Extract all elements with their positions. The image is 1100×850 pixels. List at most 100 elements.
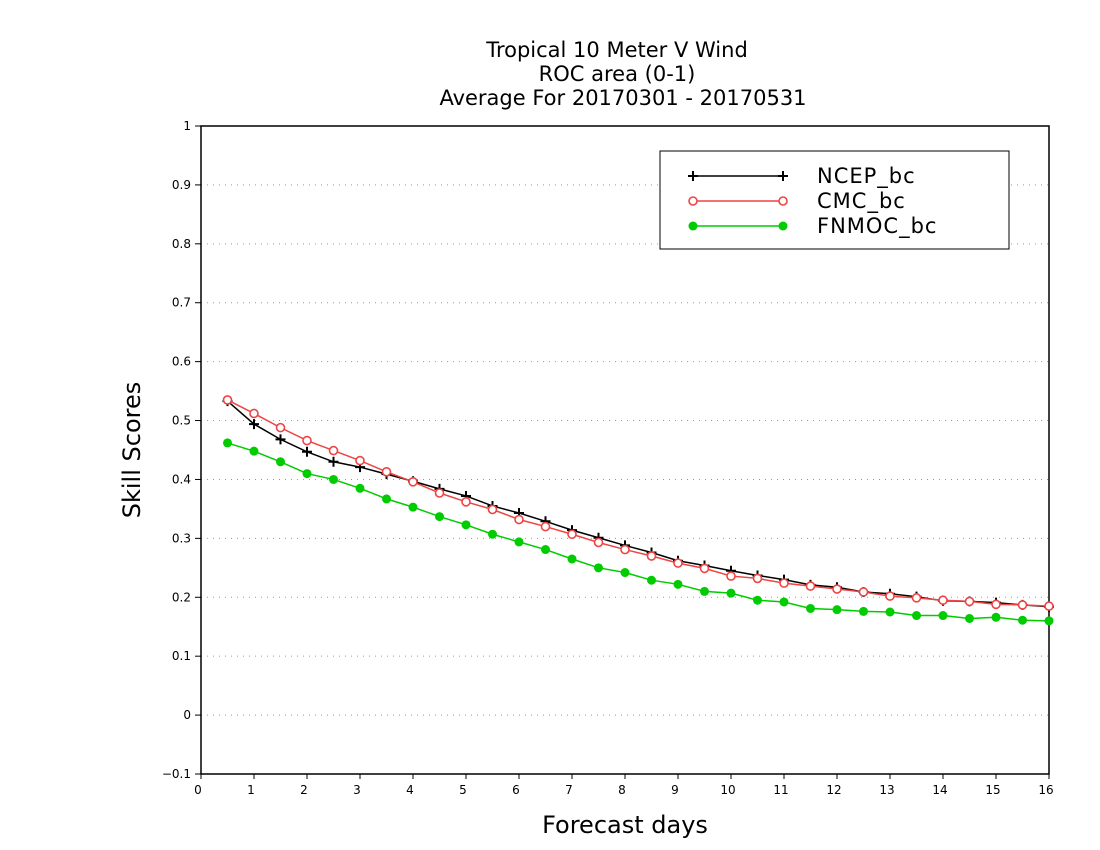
series-ncep-bc	[222, 396, 1054, 612]
legend-marker-fnmoc-bc	[778, 221, 788, 231]
data-point-fnmoc-bc	[488, 529, 497, 539]
data-point-fnmoc-bc	[541, 545, 550, 555]
data-point-cmc-bc	[911, 593, 922, 603]
y-tick-label: 0	[183, 708, 191, 722]
data-point-cmc-bc	[699, 563, 710, 574]
data-point-fnmoc-bc	[329, 474, 338, 484]
x-tick-label: 10	[720, 783, 735, 797]
data-point-cmc-bc	[726, 571, 736, 581]
data-point-cmc-bc	[938, 595, 948, 606]
x-axis-label: Forecast days	[542, 811, 708, 839]
data-point-fnmoc-bc	[382, 494, 391, 504]
data-point-cmc-bc	[964, 596, 975, 607]
x-tick-label: 15	[985, 783, 1000, 797]
x-tick-label: 4	[406, 783, 414, 797]
x-tick-label: 12	[826, 783, 841, 797]
series-line-fnmoc-bc	[227, 442, 1050, 622]
data-point-fnmoc-bc	[938, 611, 948, 621]
legend-marker-cmc-bc	[778, 196, 788, 206]
y-tick-label: 0.3	[172, 531, 191, 545]
data-point-fnmoc-bc	[912, 611, 921, 621]
series-cmc-bc	[222, 395, 1054, 611]
data-point-fnmoc-bc	[832, 605, 842, 615]
y-tick-label: 0.7	[172, 296, 191, 310]
data-point-cmc-bc	[832, 584, 842, 594]
data-point-cmc-bc	[858, 587, 869, 597]
data-point-cmc-bc	[461, 497, 471, 507]
series-layer	[222, 395, 1054, 626]
data-point-cmc-bc	[1044, 601, 1054, 611]
data-point-cmc-bc	[302, 435, 312, 446]
data-point-cmc-bc	[222, 395, 233, 405]
series-fnmoc-bc	[223, 438, 1054, 626]
data-point-cmc-bc	[514, 514, 524, 525]
x-axis-ticks: 0 1 2 3 4 5 6 7 8 9 10 11 12 13 14 15 16	[194, 774, 1054, 797]
data-point-fnmoc-bc	[461, 520, 471, 530]
data-point-cmc-bc	[885, 591, 895, 601]
data-point-fnmoc-bc	[620, 568, 630, 578]
data-point-ncep-bc	[249, 419, 259, 430]
x-tick-label: 6	[512, 783, 520, 797]
legend-box	[659, 150, 1010, 250]
legend-marker-fnmoc-bc	[688, 221, 698, 231]
data-point-fnmoc-bc	[726, 588, 736, 598]
legend-label-cmc-bc: CMC_bc	[817, 189, 906, 214]
data-point-fnmoc-bc	[567, 554, 577, 564]
data-point-fnmoc-bc	[673, 579, 683, 589]
data-point-cmc-bc	[620, 544, 630, 555]
data-point-ncep-bc	[275, 434, 286, 445]
y-tick-label: 0.9	[172, 178, 191, 192]
data-point-fnmoc-bc	[647, 575, 656, 585]
data-point-ncep-bc	[328, 456, 339, 467]
data-point-cmc-bc	[434, 488, 445, 498]
data-point-cmc-bc	[567, 529, 577, 540]
chart-title-line-2: ROC area (0-1)	[539, 62, 696, 86]
x-tick-label: 1	[247, 783, 255, 797]
legend-marker-ncep-bc	[778, 171, 788, 181]
data-point-fnmoc-bc	[223, 438, 232, 448]
y-tick-label: 0.5	[172, 414, 191, 428]
legend-label-ncep-bc: NCEP_bc	[817, 164, 916, 189]
data-point-fnmoc-bc	[779, 597, 789, 607]
legend-marker-cmc-bc	[688, 196, 698, 206]
y-tick-label: 1	[183, 119, 191, 133]
y-tick-label: 0.8	[172, 237, 191, 251]
data-point-fnmoc-bc	[700, 586, 709, 596]
data-point-fnmoc-bc	[1044, 616, 1054, 626]
x-tick-label: 11	[773, 783, 788, 797]
x-tick-label: 3	[353, 783, 361, 797]
data-point-fnmoc-bc	[249, 446, 259, 456]
data-point-fnmoc-bc	[355, 483, 365, 493]
data-point-fnmoc-bc	[753, 595, 762, 605]
grid-lines	[201, 184, 1049, 716]
data-point-cmc-bc	[593, 537, 604, 548]
data-point-cmc-bc	[805, 581, 816, 591]
data-point-cmc-bc	[779, 578, 789, 588]
x-tick-label: 7	[565, 783, 573, 797]
data-point-cmc-bc	[1017, 600, 1028, 610]
y-tick-label: −0.1	[162, 767, 191, 781]
data-point-cmc-bc	[646, 551, 657, 561]
x-tick-label: 13	[879, 783, 894, 797]
data-point-fnmoc-bc	[302, 469, 312, 479]
data-point-fnmoc-bc	[408, 502, 418, 512]
data-point-cmc-bc	[328, 445, 339, 456]
data-point-fnmoc-bc	[276, 457, 285, 467]
x-tick-label: 9	[671, 783, 679, 797]
y-tick-label: 0.4	[172, 472, 191, 486]
data-point-fnmoc-bc	[991, 612, 1001, 622]
x-tick-label: 0	[194, 783, 202, 797]
chart-title-line-3: Average For 20170301 - 20170531	[439, 86, 806, 110]
x-tick-label: 16	[1038, 783, 1053, 797]
x-tick-label: 5	[459, 783, 467, 797]
data-point-cmc-bc	[408, 477, 418, 487]
data-point-cmc-bc	[275, 422, 286, 433]
data-point-cmc-bc	[752, 573, 763, 584]
data-point-fnmoc-bc	[885, 607, 895, 617]
legend-marker-ncep-bc	[688, 171, 698, 181]
data-point-fnmoc-bc	[1018, 615, 1027, 625]
data-point-cmc-bc	[991, 599, 1001, 610]
data-point-fnmoc-bc	[594, 563, 603, 573]
